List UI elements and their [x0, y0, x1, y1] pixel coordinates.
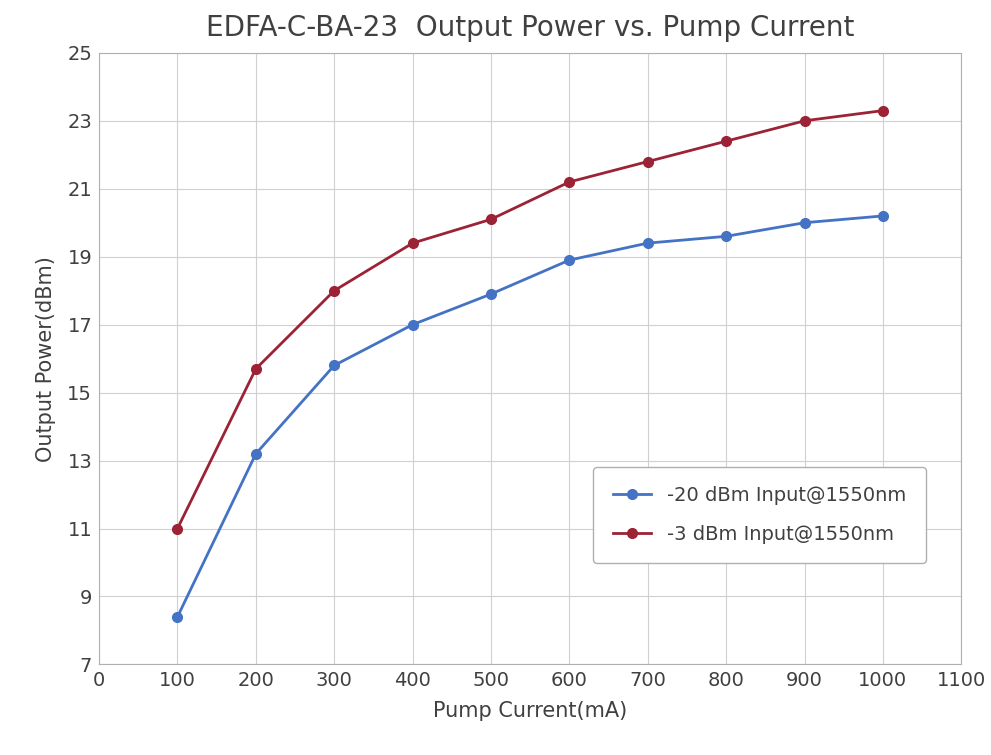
-3 dBm Input@1550nm [171, 524, 183, 533]
-3 dBm Input@1550nm [799, 116, 811, 125]
-20 dBm Input@1550nm [171, 612, 183, 621]
-20 dBm Input@1550nm [485, 289, 496, 298]
Line: -3 dBm Input@1550nm: -3 dBm Input@1550nm [172, 106, 888, 533]
-3 dBm Input@1550nm [485, 214, 496, 223]
-3 dBm Input@1550nm [406, 239, 418, 248]
-3 dBm Input@1550nm [250, 365, 262, 374]
-3 dBm Input@1550nm [877, 106, 889, 115]
-3 dBm Input@1550nm [642, 157, 654, 166]
X-axis label: Pump Current(mA): Pump Current(mA) [433, 701, 627, 722]
-3 dBm Input@1550nm [328, 286, 340, 295]
Y-axis label: Output Power(dBm): Output Power(dBm) [36, 256, 56, 461]
-20 dBm Input@1550nm [877, 211, 889, 220]
-3 dBm Input@1550nm [720, 137, 732, 146]
-20 dBm Input@1550nm [720, 232, 732, 241]
-20 dBm Input@1550nm [799, 218, 811, 227]
-20 dBm Input@1550nm [250, 449, 262, 458]
-20 dBm Input@1550nm [642, 239, 654, 248]
-20 dBm Input@1550nm [406, 320, 418, 329]
-20 dBm Input@1550nm [328, 361, 340, 370]
Legend: -20 dBm Input@1550nm, -3 dBm Input@1550nm: -20 dBm Input@1550nm, -3 dBm Input@1550n… [593, 467, 926, 563]
-3 dBm Input@1550nm [564, 177, 576, 186]
Line: -20 dBm Input@1550nm: -20 dBm Input@1550nm [172, 211, 888, 621]
Title: EDFA-C-BA-23  Output Power vs. Pump Current: EDFA-C-BA-23 Output Power vs. Pump Curre… [206, 14, 854, 42]
-20 dBm Input@1550nm [564, 256, 576, 265]
